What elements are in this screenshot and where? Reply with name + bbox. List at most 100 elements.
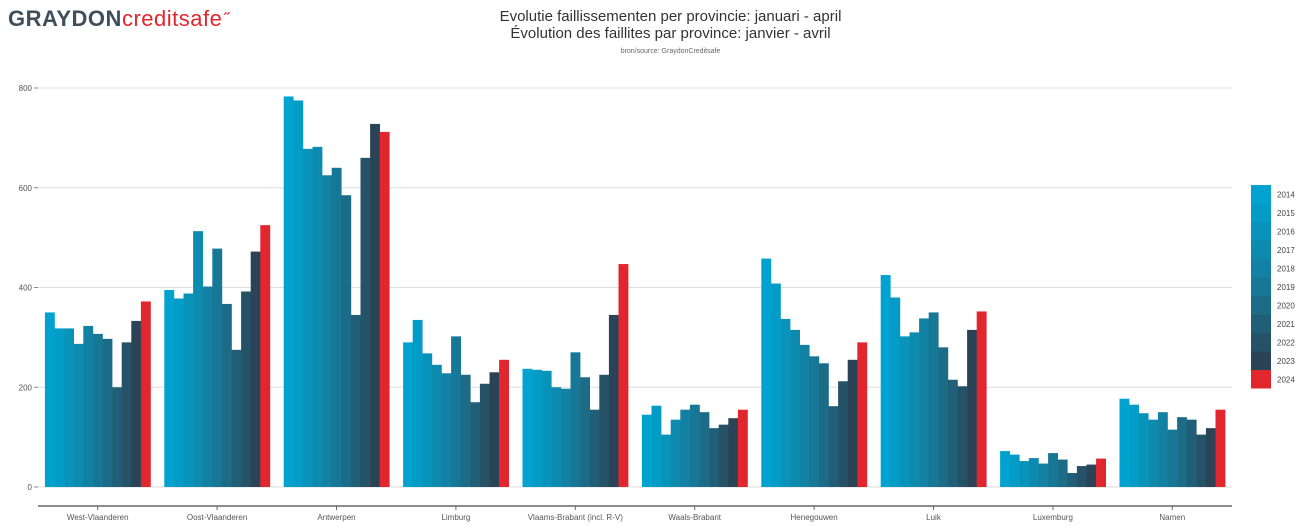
bar	[283, 96, 294, 487]
y-tick-label: 600	[19, 184, 33, 193]
x-tick-label: Luik	[926, 513, 942, 522]
bar	[560, 388, 571, 487]
legend-swatch	[1251, 203, 1271, 222]
bar	[379, 131, 390, 487]
x-tick-label: West-Vlaanderen	[67, 513, 129, 522]
bar	[302, 148, 313, 487]
chart-title: Evolutie faillissementen per provincie: …	[499, 8, 842, 25]
bar	[241, 291, 251, 487]
bar	[350, 314, 361, 487]
x-tick-label: Limburg	[441, 513, 470, 522]
legend-label: 2024	[1277, 375, 1295, 384]
bar	[1119, 398, 1130, 487]
y-tick-label: 0	[28, 483, 33, 492]
legend-swatch	[1251, 277, 1271, 296]
bar	[1157, 412, 1168, 487]
bar	[140, 301, 151, 487]
bar	[709, 428, 719, 487]
bar	[838, 381, 848, 487]
legend-label: 2014	[1277, 190, 1295, 199]
bar	[618, 264, 629, 487]
bar	[728, 418, 739, 487]
bar	[322, 175, 332, 487]
bar	[780, 318, 791, 487]
bar	[422, 353, 433, 487]
bar	[847, 359, 858, 487]
bar	[818, 363, 829, 487]
bar	[857, 342, 868, 487]
bar	[899, 336, 910, 487]
bar	[1067, 473, 1078, 487]
bar	[1000, 451, 1010, 487]
bar	[718, 424, 729, 487]
bar	[928, 312, 939, 487]
bar	[479, 383, 490, 487]
legend-swatch	[1251, 296, 1271, 315]
bar	[83, 325, 94, 487]
bar	[1167, 429, 1178, 487]
legend-label: 2021	[1277, 320, 1295, 329]
bar	[570, 352, 581, 487]
bar	[799, 344, 810, 487]
bar	[551, 387, 562, 487]
x-tick-label: Namen	[1159, 513, 1185, 522]
logo-swoosh-icon: ˝	[223, 10, 230, 30]
bar	[460, 374, 471, 487]
bar	[699, 412, 710, 487]
bar	[1076, 466, 1087, 487]
legend-swatch	[1251, 351, 1271, 370]
bar	[54, 328, 65, 487]
bar	[499, 359, 509, 487]
bar	[131, 320, 142, 487]
bar	[599, 374, 610, 487]
bar	[183, 293, 194, 487]
bar	[689, 404, 700, 487]
legend-swatch	[1251, 370, 1271, 389]
bar	[957, 386, 968, 487]
legend-label: 2018	[1277, 264, 1295, 273]
bar	[92, 333, 103, 487]
bar	[1009, 454, 1020, 487]
x-tick-label: Vlaams-Brabant (incl. R-V)	[528, 513, 623, 522]
bar	[938, 347, 949, 487]
bar	[441, 373, 452, 487]
bar	[1196, 434, 1207, 487]
bar	[651, 405, 662, 487]
legend-swatch	[1251, 240, 1271, 259]
bar	[919, 318, 929, 487]
bar	[761, 258, 772, 487]
bar	[293, 100, 304, 487]
logo-text-graydon: GRAYDON	[8, 6, 122, 31]
bar	[580, 377, 590, 487]
bar	[489, 372, 500, 487]
bar	[164, 289, 175, 487]
chart-subtitle: Évolution des faillites par province: ja…	[510, 25, 831, 42]
x-tick-label: Henegouwen	[791, 513, 838, 522]
y-tick-label: 200	[19, 383, 33, 392]
bar	[1129, 404, 1139, 487]
bar	[202, 286, 213, 487]
legend-label: 2017	[1277, 246, 1295, 255]
bar	[1028, 458, 1039, 487]
bar	[231, 349, 242, 487]
x-tick-label: Waals-Brabant	[668, 513, 721, 522]
bar	[541, 370, 552, 487]
bar	[1215, 409, 1226, 487]
legend-label: 2022	[1277, 338, 1295, 347]
bar	[589, 409, 600, 487]
bar	[44, 312, 55, 487]
bar	[608, 314, 619, 487]
bar	[532, 369, 542, 487]
legend-swatch	[1251, 259, 1271, 278]
legend-swatch	[1251, 222, 1271, 241]
y-tick-label: 800	[19, 84, 33, 93]
legend-label: 2020	[1277, 301, 1295, 310]
bar	[790, 329, 800, 487]
bar	[1086, 464, 1097, 487]
bar	[173, 298, 184, 487]
bar	[431, 364, 442, 487]
bar	[670, 419, 681, 487]
x-tick-label: Luxemburg	[1033, 513, 1073, 522]
x-tick-label: Antwerpen	[317, 513, 355, 522]
bar	[312, 146, 323, 488]
